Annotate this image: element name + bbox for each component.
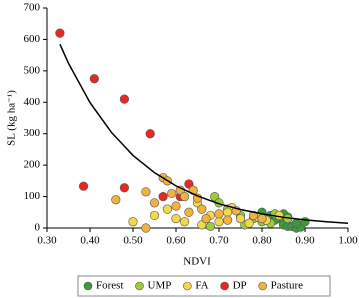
point <box>145 129 155 139</box>
point <box>214 209 224 219</box>
legend-box <box>77 275 331 297</box>
y-tick-label: 200 <box>24 159 41 171</box>
x-tick-label: 0.80 <box>252 235 272 247</box>
point <box>300 217 310 227</box>
point <box>197 220 207 230</box>
point <box>257 213 267 224</box>
point <box>167 188 177 199</box>
y-axis-title: SL (kg ha⁻¹) <box>6 90 18 146</box>
trend-line <box>59 43 349 225</box>
y-tick-label: 600 <box>24 33 41 45</box>
legend-marker <box>258 281 267 291</box>
point <box>223 207 233 217</box>
point <box>162 204 172 214</box>
point <box>180 217 190 227</box>
point <box>205 221 215 232</box>
y-tick-label: 0 <box>35 222 41 234</box>
point <box>244 218 254 228</box>
legend-marker <box>135 281 144 291</box>
point <box>180 191 190 202</box>
y-tick-label: 100 <box>24 190 41 202</box>
point <box>223 215 233 225</box>
x-tick-label: 0.90 <box>295 235 315 247</box>
point <box>184 207 194 217</box>
point <box>171 213 181 224</box>
legend-label: UMP <box>148 280 172 292</box>
point <box>291 218 302 228</box>
x-tick-label: 1.00 <box>338 235 358 247</box>
point <box>235 213 246 224</box>
legend-marker <box>183 281 192 291</box>
point <box>119 183 129 193</box>
point <box>201 213 211 224</box>
y-tick-label: 700 <box>24 2 41 14</box>
point <box>128 217 138 227</box>
point <box>214 217 224 227</box>
legend-label: FA <box>195 280 208 292</box>
y-tick-label: 300 <box>24 127 41 139</box>
legend-marker <box>83 281 93 291</box>
x-tick-label: 0.30 <box>37 235 57 247</box>
point <box>55 28 65 38</box>
point <box>171 201 181 211</box>
y-tick-label: 400 <box>24 96 41 108</box>
legend-label: Forest <box>96 280 124 292</box>
x-tick-label: 0.50 <box>123 235 143 247</box>
legend-label: Pasture <box>271 280 304 292</box>
point <box>158 191 168 202</box>
point <box>89 74 99 84</box>
point <box>184 179 194 189</box>
x-tick-label: 0.40 <box>80 235 100 247</box>
x-tick-label: 0.70 <box>209 235 229 247</box>
point <box>197 204 207 214</box>
legend-marker <box>220 281 229 291</box>
point <box>141 223 151 233</box>
point <box>149 210 160 221</box>
x-axis-title: NDVI <box>183 256 211 268</box>
y-tick-label: 500 <box>24 64 41 76</box>
point <box>119 94 129 104</box>
point <box>111 195 121 205</box>
legend-label: DP <box>233 280 247 292</box>
x-tick-label: 0.60 <box>166 235 186 247</box>
point <box>141 187 151 197</box>
point <box>78 181 89 191</box>
point <box>210 191 220 202</box>
point <box>149 198 160 208</box>
